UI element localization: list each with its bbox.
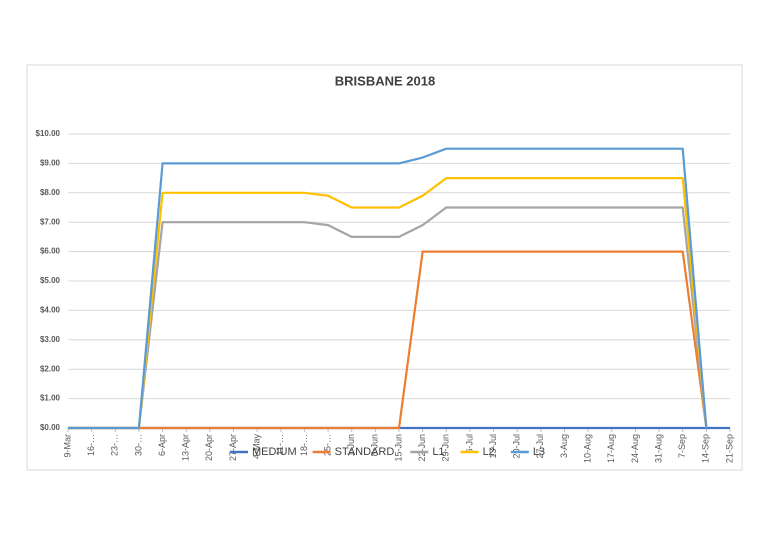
- x-tick-label: 20-Jul: [512, 434, 522, 459]
- chart-border: [26, 64, 743, 471]
- x-tick-label: 14-Sep: [701, 434, 711, 463]
- x-tick-label: 13-Apr: [181, 434, 191, 461]
- legend-label: MEDIUM: [252, 446, 297, 458]
- y-tick-label: $1.00: [40, 394, 61, 403]
- x-tick-label: 1-Jun: [346, 434, 356, 457]
- series-line: [68, 177, 708, 430]
- x-tick-label: 25-…: [322, 434, 332, 456]
- x-tick-label: 18-…: [299, 434, 309, 456]
- series-line: [68, 206, 708, 430]
- x-tick-label: 11-…: [275, 434, 285, 455]
- x-tick-label: 9-Mar: [62, 434, 72, 458]
- x-tick-label: 31-Aug: [653, 434, 663, 463]
- y-tick-label: $9.00: [40, 159, 61, 168]
- y-tick-label: $4.00: [40, 306, 61, 315]
- x-tick-label: 3-Aug: [559, 434, 569, 458]
- x-tick-label: 16-…: [86, 434, 96, 456]
- x-tick-label: 20-Apr: [204, 434, 214, 461]
- legend-label: L2: [483, 446, 495, 458]
- x-tick-label: 6-Jul: [464, 434, 474, 454]
- legend-label: STANDARD: [335, 446, 395, 458]
- chart-title: BRISBANE 2018: [335, 73, 435, 88]
- x-tick-label: 22-Jun: [417, 434, 427, 462]
- y-tick-label: $10.00: [36, 129, 61, 138]
- x-tick-label: 21-Sep: [724, 434, 734, 463]
- x-tick-label: 13-Jul: [488, 434, 498, 459]
- x-tick-label: 17-Aug: [606, 434, 616, 463]
- y-tick-label: $3.00: [40, 335, 61, 344]
- x-tick-label: 29-Jun: [441, 434, 451, 462]
- x-tick-label: 23-…: [110, 434, 120, 456]
- series-line: [68, 250, 708, 430]
- y-tick-label: $0.00: [40, 423, 61, 432]
- legend-label: L3: [533, 446, 545, 458]
- x-tick-label: 7-Sep: [677, 434, 687, 458]
- x-tick-label: 10-Aug: [583, 434, 593, 463]
- y-tick-label: $5.00: [40, 276, 61, 285]
- legend-label: L1: [432, 446, 444, 458]
- series-line: [68, 147, 708, 430]
- y-tick-label: $2.00: [40, 364, 61, 373]
- x-tick-label: 6-Apr: [157, 434, 167, 456]
- y-tick-label: $6.00: [40, 247, 61, 256]
- x-tick-label: 15-Jun: [393, 434, 403, 462]
- x-tick-label: 27-Apr: [228, 434, 238, 461]
- x-tick-label: 27-Jul: [535, 434, 545, 459]
- y-tick-label: $8.00: [40, 188, 61, 197]
- x-tick-label: 24-Aug: [630, 434, 640, 463]
- x-tick-label: 30-…: [133, 434, 143, 456]
- y-tick-label: $7.00: [40, 217, 61, 226]
- x-tick-label: 8-Jun: [370, 434, 380, 457]
- x-tick-label: 4-May: [252, 434, 262, 460]
